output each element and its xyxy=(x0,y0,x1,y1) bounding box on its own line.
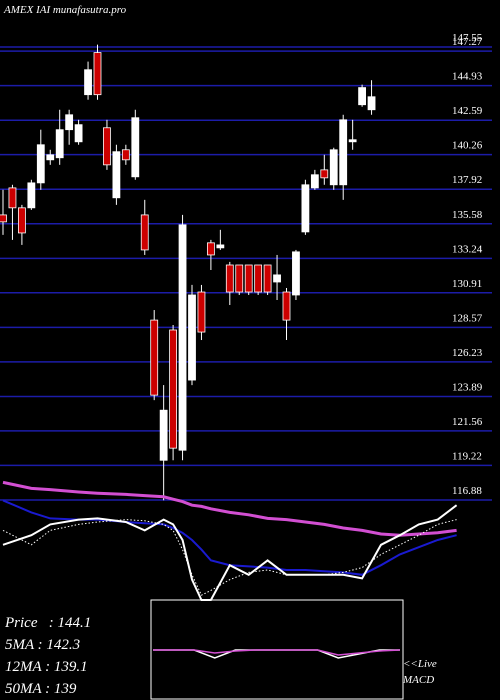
macd-frame xyxy=(150,599,404,700)
macd-label: MACD xyxy=(402,674,434,686)
y-tick-label: 116.88 xyxy=(452,485,482,497)
y-tick-label: 140.26 xyxy=(452,140,483,152)
candle-body xyxy=(282,291,291,321)
y-tick-label: 119.22 xyxy=(452,450,482,462)
y-tick-label: 147.27 xyxy=(452,36,483,48)
candle-body xyxy=(74,124,83,143)
candle-body xyxy=(235,264,244,293)
candle-body xyxy=(310,174,319,189)
candle-body xyxy=(254,264,263,293)
candle-body xyxy=(367,96,376,111)
candle-body xyxy=(169,329,178,449)
candle-body xyxy=(263,264,272,293)
candle-body xyxy=(216,244,225,249)
candle-body xyxy=(8,187,17,209)
candle-body xyxy=(329,149,338,186)
candle-body xyxy=(55,129,64,159)
indicator-line xyxy=(2,480,457,537)
stat-line: Price : 144.1 xyxy=(4,615,91,631)
indicator-line xyxy=(2,519,457,596)
y-tick-label: 121.56 xyxy=(452,416,483,428)
indicator-line xyxy=(2,504,458,601)
candle-body xyxy=(320,169,329,179)
candle-body xyxy=(27,182,36,209)
stat-line: 12MA : 139.1 xyxy=(5,659,88,675)
y-tick-label: 126.23 xyxy=(452,347,483,359)
candle-body xyxy=(225,264,234,293)
y-tick-label: 142.59 xyxy=(452,105,483,117)
chart-title: AMEX IAI munafasutra.pro xyxy=(3,4,127,16)
candle-body xyxy=(244,264,253,293)
y-tick-label: 130.91 xyxy=(452,278,482,290)
y-tick-label: 135.58 xyxy=(452,209,483,221)
candle-body xyxy=(112,151,121,199)
y-tick-label: 128.57 xyxy=(452,312,483,324)
candle-body xyxy=(140,214,149,251)
candle-body xyxy=(206,242,215,256)
y-tick-label: 133.24 xyxy=(452,243,483,255)
candle-body xyxy=(46,154,55,161)
stat-line: 5MA : 142.3 xyxy=(5,637,80,653)
candle-body xyxy=(17,207,26,234)
y-tick-label: 123.89 xyxy=(452,381,483,393)
candle-body xyxy=(197,291,206,333)
candle-body xyxy=(84,69,92,96)
y-tick-label: 144.93 xyxy=(452,71,483,83)
candle-body xyxy=(65,114,74,131)
candle-body xyxy=(159,409,168,461)
candle-body xyxy=(150,319,159,396)
macd-label: <<Live xyxy=(403,658,437,670)
candle-body xyxy=(358,87,367,106)
candle-body xyxy=(103,127,111,166)
candle-body xyxy=(292,251,300,296)
candle-body xyxy=(93,52,102,96)
candle-body xyxy=(131,117,140,178)
candle-body xyxy=(301,184,310,233)
candle-body xyxy=(0,214,7,223)
y-tick-label: 147.55 xyxy=(452,32,483,44)
candle-body xyxy=(348,139,357,143)
macd-line xyxy=(153,649,401,656)
candle-body xyxy=(273,274,281,283)
candle-body xyxy=(339,119,348,186)
y-tick-label: 137.92 xyxy=(452,174,482,186)
stat-line: 50MA : 139 xyxy=(5,681,77,697)
candle-body xyxy=(121,149,130,161)
candle-body xyxy=(36,144,45,184)
candle-body xyxy=(188,294,196,381)
candle-body xyxy=(178,224,187,451)
